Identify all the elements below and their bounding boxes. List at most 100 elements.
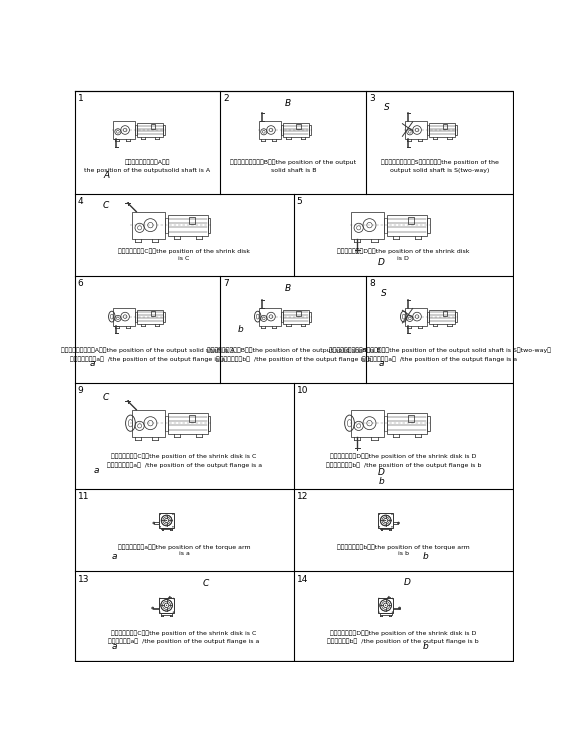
Bar xyxy=(168,214,207,236)
Text: the position of the outputsolid shaft is A: the position of the outputsolid shaft is… xyxy=(84,168,211,173)
Text: b: b xyxy=(422,552,428,561)
Bar xyxy=(380,613,391,615)
Text: 輸出實心軸的位置為A向／the position of the output solid shaft is A: 輸出實心軸的位置為A向／the position of the output s… xyxy=(61,347,234,353)
Bar xyxy=(393,522,398,524)
Bar xyxy=(132,410,165,437)
Text: C: C xyxy=(203,580,209,589)
Bar xyxy=(380,527,391,529)
Bar xyxy=(296,311,301,316)
Text: 8: 8 xyxy=(370,279,375,288)
Bar xyxy=(159,597,174,613)
Text: solid shaft is B: solid shaft is B xyxy=(270,168,316,173)
Text: 扭力臂的位置為a向／the position of the torque arm: 扭力臂的位置為a向／the position of the torque arm xyxy=(118,544,250,550)
Text: a: a xyxy=(94,466,99,475)
Bar xyxy=(442,311,447,316)
Bar xyxy=(259,307,281,326)
Bar xyxy=(455,125,457,135)
Text: is a: is a xyxy=(179,551,190,556)
Text: 1: 1 xyxy=(78,94,84,103)
Bar xyxy=(207,416,210,431)
Text: 輸出法蘭位置為b向  /the position of the output flange is b: 輸出法蘭位置為b向 /the position of the output fl… xyxy=(325,463,481,468)
Bar xyxy=(394,608,399,609)
Bar xyxy=(384,416,387,431)
Bar xyxy=(378,597,394,613)
Bar xyxy=(151,124,155,129)
Text: 扭力臂位置為a向  /the position of the output flange is a: 扭力臂位置為a向 /the position of the output fla… xyxy=(108,638,260,644)
Text: 脹緊盤的位置為D向／the position of the shrink disk: 脹緊盤的位置為D向／the position of the shrink dis… xyxy=(337,248,469,254)
Text: 扭力臂的位置為b向／the position of the torque arm: 扭力臂的位置為b向／the position of the torque arm xyxy=(337,544,469,550)
Text: a: a xyxy=(111,552,117,561)
Text: a: a xyxy=(111,642,117,651)
Text: B: B xyxy=(285,99,291,108)
Bar xyxy=(296,124,301,129)
Circle shape xyxy=(380,515,391,526)
Bar xyxy=(165,218,168,233)
Text: 10: 10 xyxy=(297,386,308,395)
Text: b: b xyxy=(238,325,244,334)
Text: C: C xyxy=(102,393,108,402)
Text: 脹緊盤的位置為C向／the position of the shrink disk: 脹緊盤的位置為C向／the position of the shrink dis… xyxy=(118,248,250,254)
Text: a: a xyxy=(378,359,384,368)
Bar xyxy=(282,123,309,137)
Text: S: S xyxy=(384,103,390,112)
Text: 6: 6 xyxy=(78,279,84,288)
Text: 14: 14 xyxy=(297,574,308,583)
Bar xyxy=(163,312,165,321)
Text: is b: is b xyxy=(398,551,409,556)
Text: 輸出法蘭位置為a向  /the position of the output flange is a: 輸出法蘭位置為a向 /the position of the output fl… xyxy=(107,463,262,468)
Bar xyxy=(427,125,429,135)
Bar xyxy=(282,310,309,324)
Text: 11: 11 xyxy=(78,493,89,501)
Text: 2: 2 xyxy=(223,94,229,103)
Bar xyxy=(407,415,414,422)
Bar xyxy=(189,415,195,422)
Text: 脹緊盤的位置為D向／the position of the shrink disk is D: 脹緊盤的位置為D向／the position of the shrink dis… xyxy=(330,454,476,459)
Text: 13: 13 xyxy=(78,574,89,583)
Text: C: C xyxy=(102,201,108,210)
Bar xyxy=(442,124,447,129)
Bar xyxy=(113,307,135,326)
Text: 4: 4 xyxy=(78,197,83,206)
Bar xyxy=(351,410,384,437)
Bar xyxy=(161,613,172,615)
Bar xyxy=(161,527,172,529)
Text: 脹緊盤的位置為C向／the position of the shrink disk is C: 脹緊盤的位置為C向／the position of the shrink dis… xyxy=(111,631,257,636)
Bar xyxy=(387,214,427,236)
Bar xyxy=(132,211,165,239)
Text: 輸出法蘭位置為a向  /the position of the output flange is a: 輸出法蘭位置為a向 /the position of the output fl… xyxy=(362,356,517,362)
Bar xyxy=(259,121,281,139)
Bar xyxy=(384,218,387,233)
Text: 脹緊盤的位置為D向／the position of the shrink disk is D: 脹緊盤的位置為D向／the position of the shrink dis… xyxy=(330,631,476,636)
Bar xyxy=(165,416,168,431)
Text: 脹緊盤的位置為C向／the position of the shrink disk is C: 脹緊盤的位置為C向／the position of the shrink dis… xyxy=(111,454,257,459)
Circle shape xyxy=(380,600,391,611)
Bar xyxy=(379,513,393,527)
Text: 扭力臂位置為b向  /the position of the output flange is b: 扭力臂位置為b向 /the position of the output fla… xyxy=(327,638,479,644)
Bar xyxy=(351,211,384,239)
Bar xyxy=(281,312,282,321)
Text: 輸出實心軸的位置為S向（双向）／the position of the: 輸出實心軸的位置為S向（双向）／the position of the xyxy=(380,159,499,165)
Text: A: A xyxy=(104,171,110,180)
Bar xyxy=(154,522,159,524)
Bar xyxy=(163,125,165,135)
Bar xyxy=(429,123,455,137)
Bar xyxy=(427,312,429,321)
Text: 輸出實心軸的位置為A向／: 輸出實心軸的位置為A向／ xyxy=(125,159,170,165)
Text: output solid shaft is S(two-way): output solid shaft is S(two-way) xyxy=(390,168,489,173)
Text: S: S xyxy=(381,289,387,298)
Bar xyxy=(159,513,174,527)
Text: 3: 3 xyxy=(370,94,375,103)
Text: 12: 12 xyxy=(297,493,308,501)
Bar xyxy=(309,125,311,135)
Text: 輸出實心軸的位置為S向（双向）／the position of the output solid shaft is S（two-way）: 輸出實心軸的位置為S向（双向）／the position of the outp… xyxy=(328,347,551,353)
Text: is C: is C xyxy=(178,255,190,260)
Bar xyxy=(135,312,137,321)
Bar xyxy=(427,218,430,233)
Text: 輸出實心軸的位置為B向／the position of the output: 輸出實心軸的位置為B向／the position of the output xyxy=(230,159,356,165)
Bar xyxy=(387,413,427,434)
Text: is D: is D xyxy=(397,255,409,260)
Circle shape xyxy=(161,600,172,611)
Bar xyxy=(189,217,195,224)
Bar xyxy=(455,312,457,321)
Text: B: B xyxy=(285,284,291,293)
